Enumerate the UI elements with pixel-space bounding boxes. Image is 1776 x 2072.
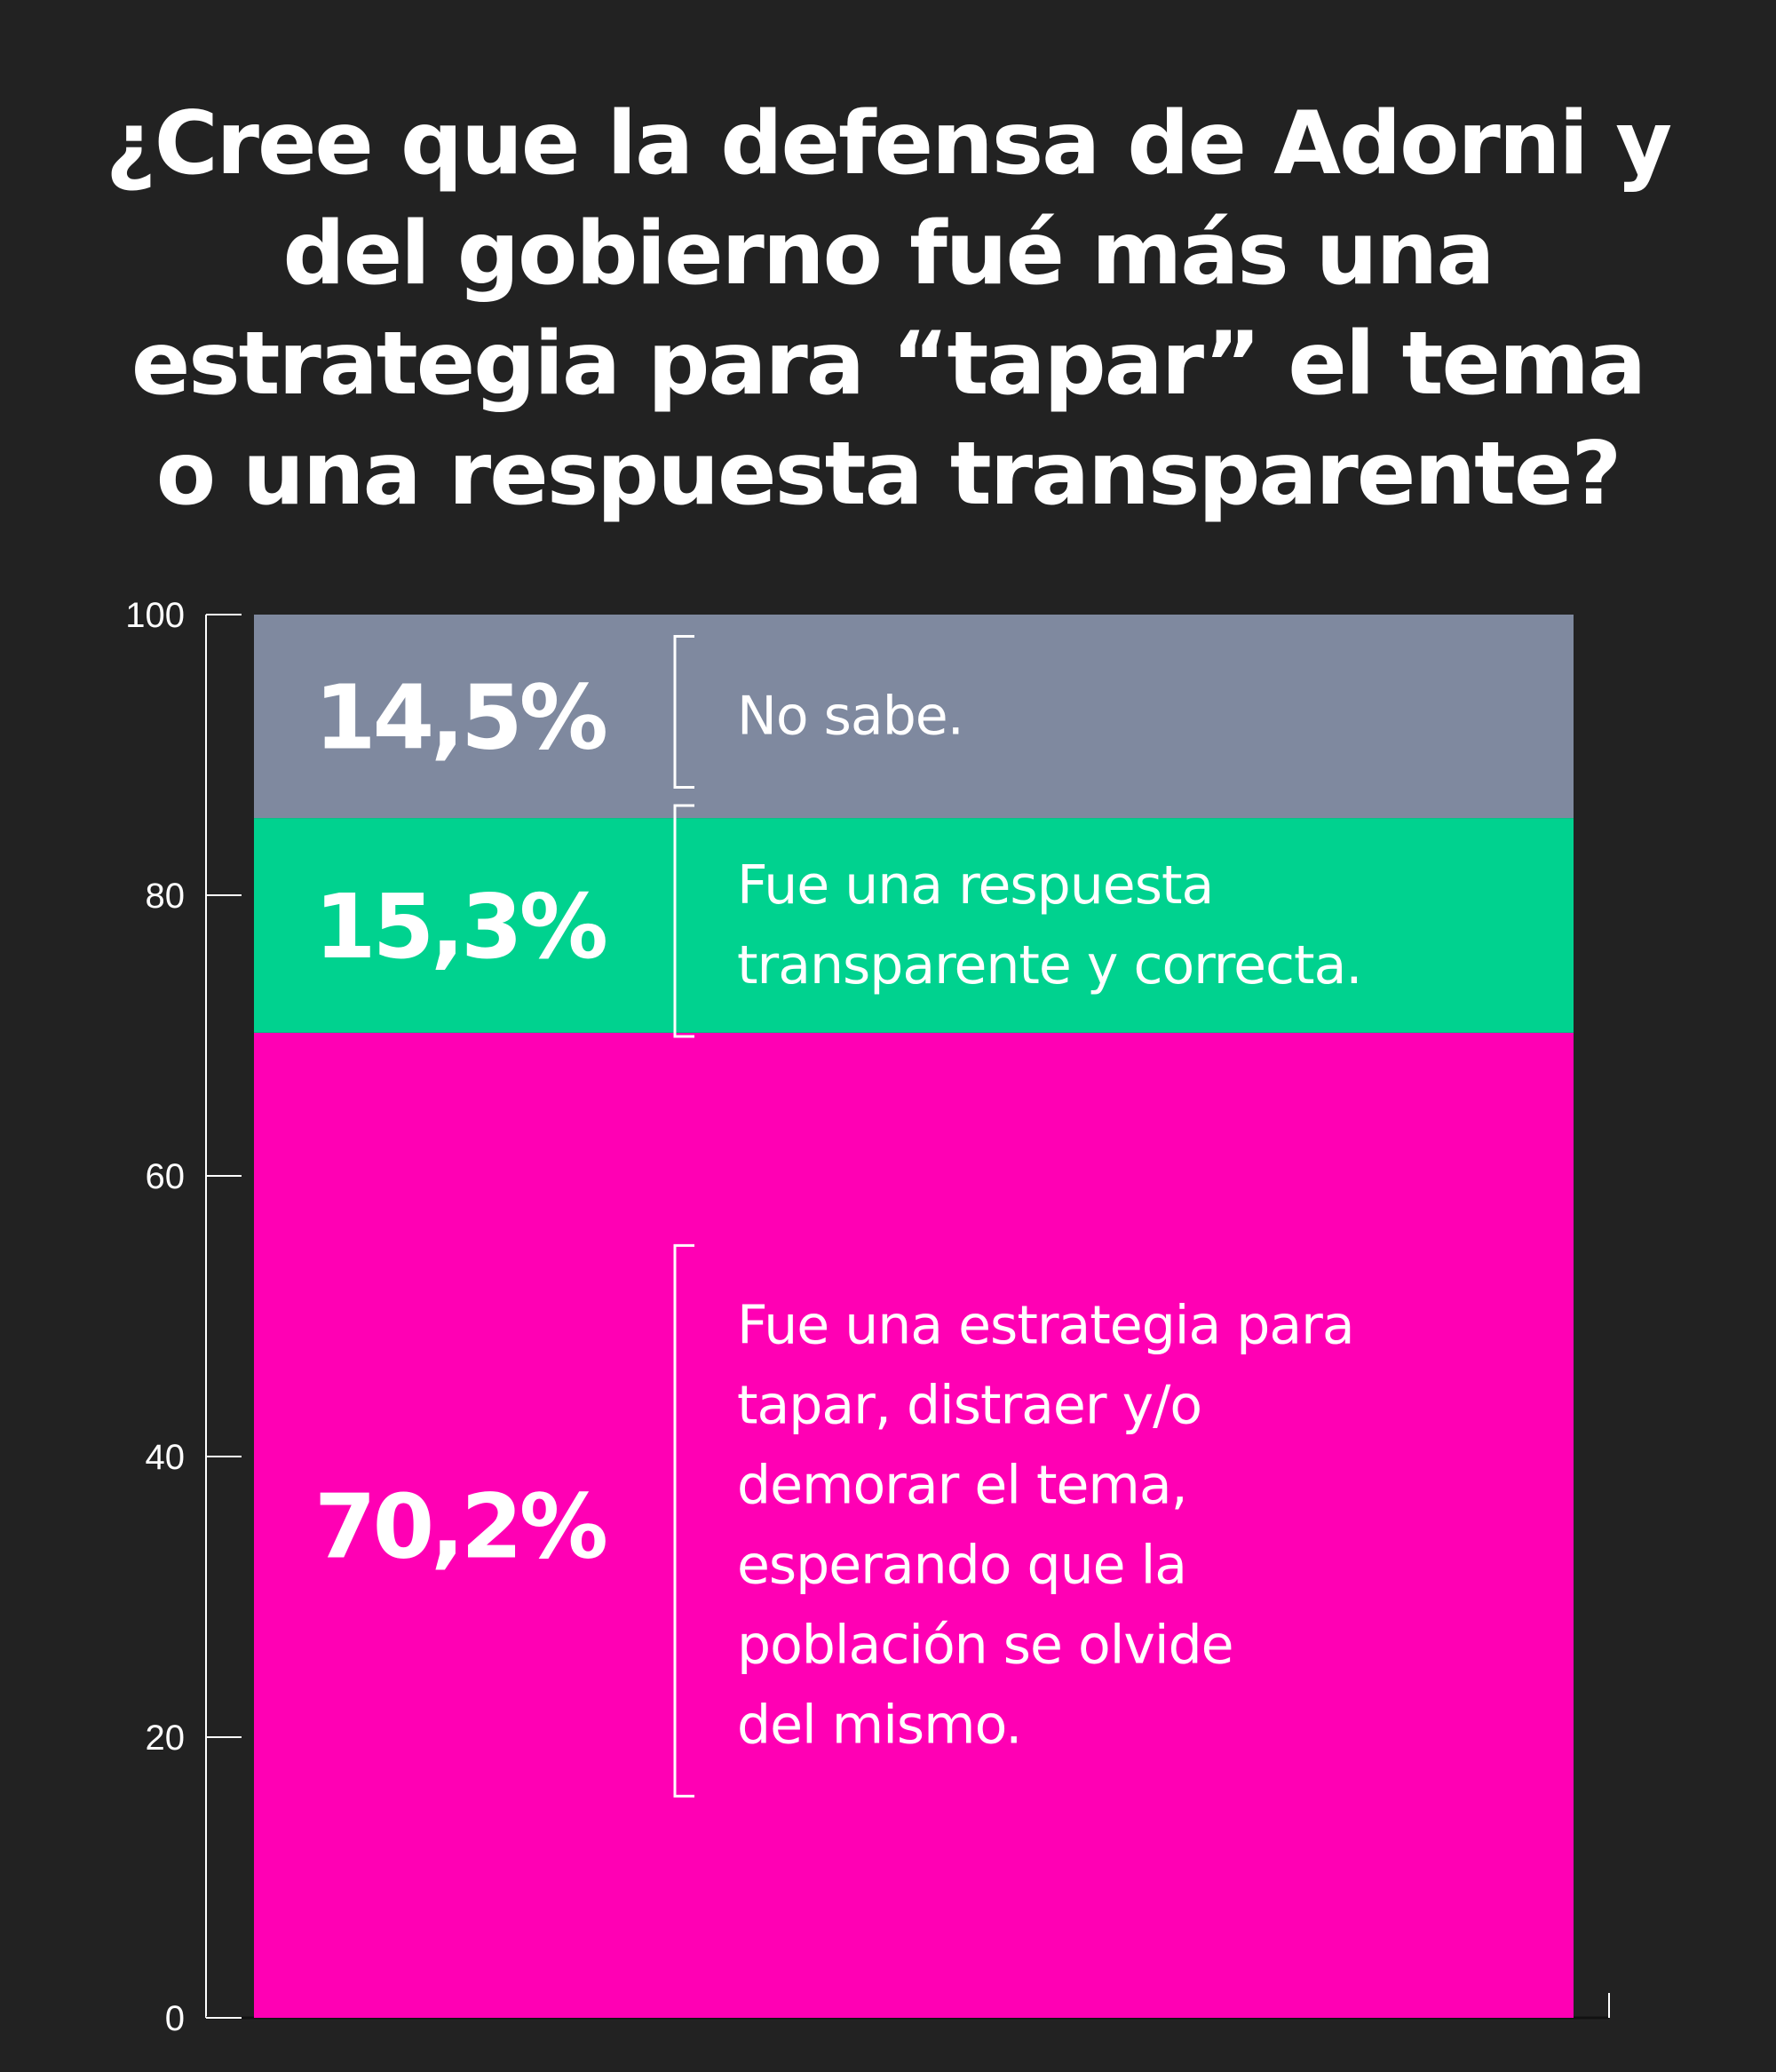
- segment-description-line: esperando que la: [737, 1534, 1186, 1596]
- segment-description-line: demorar el tema,: [737, 1454, 1187, 1516]
- bar-segment: [254, 615, 1574, 819]
- segment-description-line: del mismo.: [737, 1694, 1021, 1756]
- y-tick-label: 80: [146, 877, 186, 916]
- y-tick-label: 60: [146, 1157, 186, 1196]
- segment-bracket: [673, 804, 694, 1038]
- segment-bracket: [673, 1243, 694, 1798]
- segment-description-line: población se olvide: [737, 1614, 1233, 1676]
- segment-description-line: Fue una estrategia para: [737, 1294, 1354, 1356]
- segment-description-line: tapar, distraer y/o: [737, 1374, 1201, 1436]
- y-tick-label: 0: [165, 1999, 185, 2038]
- y-tick-label: 100: [125, 596, 185, 635]
- y-tick-label: 40: [146, 1438, 186, 1477]
- segment-description-line: No sabe.: [737, 686, 963, 748]
- segment-percent-label: 15,3%: [314, 875, 607, 979]
- segment-percent-label: 70,2%: [314, 1474, 607, 1578]
- bar-segment: [254, 818, 1574, 1033]
- chart-title: ¿Cree que la defensa de Adorni y del gob…: [105, 93, 1672, 525]
- bar-segment: [254, 1032, 1574, 2018]
- bar-segments: [254, 615, 1574, 2018]
- y-tick-label: 20: [146, 1719, 186, 1758]
- segment-description-line: transparente y correcta.: [737, 934, 1361, 996]
- segment-description-line: Fue una respuesta: [737, 854, 1213, 917]
- segment-labels: 70,2% Fue una estrategia para tapar, distr…: [314, 635, 1362, 1798]
- segment-percent-label: 14,5%: [314, 666, 607, 770]
- segment-bracket: [673, 635, 694, 790]
